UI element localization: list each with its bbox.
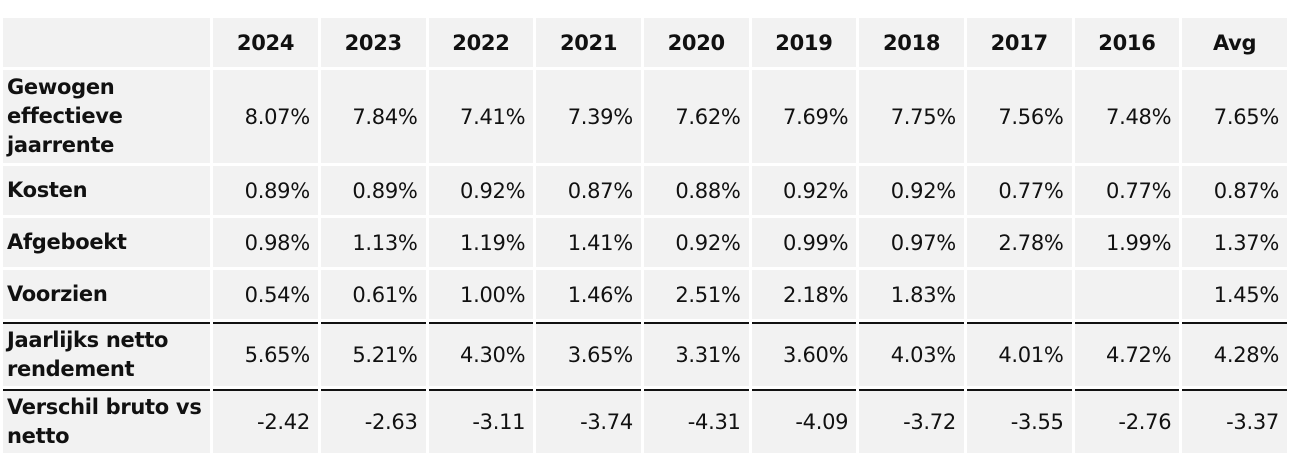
table-cell: -3.74	[536, 389, 641, 453]
table-row-net-return: Jaarlijks netto rendement 5.65% 5.21% 4.…	[3, 322, 1287, 386]
table-cell: 0.92%	[643, 218, 749, 267]
table-cell: 0.89%	[213, 166, 318, 215]
table-cell: 2.51%	[643, 270, 749, 319]
table-cell: 4.72%	[1074, 322, 1180, 386]
header-year-2020: 2020	[643, 18, 749, 67]
table-cell: 0.88%	[643, 166, 749, 215]
table-cell: 0.89%	[320, 166, 426, 215]
header-year-2017: 2017	[966, 18, 1072, 67]
table-cell: 0.98%	[213, 218, 318, 267]
table-cell: 2.18%	[751, 270, 857, 319]
table-cell-avg: 0.87%	[1182, 166, 1287, 215]
table-cell: 7.48%	[1074, 70, 1180, 163]
row-label: Jaarlijks netto rendement	[3, 322, 211, 386]
table-cell: 7.56%	[966, 70, 1072, 163]
table-cell: 5.65%	[213, 322, 318, 386]
table-cell: 7.69%	[751, 70, 857, 163]
returns-table-container: 2024 2023 2022 2021 2020 2019 2018 2017 …	[0, 15, 1290, 456]
row-label: Afgeboekt	[3, 218, 211, 267]
row-label: Verschil bruto vs netto	[3, 389, 211, 453]
table-cell: -3.11	[428, 389, 534, 453]
header-year-2024: 2024	[213, 18, 318, 67]
table-cell: 7.62%	[643, 70, 749, 163]
header-year-2021: 2021	[536, 18, 641, 67]
returns-table: 2024 2023 2022 2021 2020 2019 2018 2017 …	[0, 15, 1290, 456]
table-cell: -3.72	[859, 389, 964, 453]
table-cell: 0.87%	[536, 166, 641, 215]
table-cell: 7.75%	[859, 70, 964, 163]
header-year-2019: 2019	[751, 18, 857, 67]
table-cell: 1.46%	[536, 270, 641, 319]
table-cell: 0.92%	[428, 166, 534, 215]
header-avg: Avg	[1182, 18, 1287, 67]
table-row-gross-net-diff: Verschil bruto vs netto -2.42 -2.63 -3.1…	[3, 389, 1287, 453]
table-cell: -2.76	[1074, 389, 1180, 453]
header-row: 2024 2023 2022 2021 2020 2019 2018 2017 …	[3, 18, 1287, 67]
header-year-2022: 2022	[428, 18, 534, 67]
table-cell: 0.92%	[751, 166, 857, 215]
table-cell: 4.01%	[966, 322, 1072, 386]
table-cell-avg: 1.37%	[1182, 218, 1287, 267]
header-corner-cell	[3, 18, 211, 67]
table-cell-empty	[966, 270, 1072, 319]
table-row: Afgeboekt 0.98% 1.13% 1.19% 1.41% 0.92% …	[3, 218, 1287, 267]
table-cell: 1.19%	[428, 218, 534, 267]
table-cell: 0.77%	[1074, 166, 1180, 215]
table-cell-avg: 4.28%	[1182, 322, 1287, 386]
table-cell: 3.60%	[751, 322, 857, 386]
table-cell: -3.55	[966, 389, 1072, 453]
table-cell: 1.00%	[428, 270, 534, 319]
table-cell: 1.13%	[320, 218, 426, 267]
header-year-2018: 2018	[859, 18, 964, 67]
table-cell: -4.09	[751, 389, 857, 453]
table-cell-avg: 7.65%	[1182, 70, 1287, 163]
table-cell: 5.21%	[320, 322, 426, 386]
row-label: Voorzien	[3, 270, 211, 319]
table-cell: 4.03%	[859, 322, 964, 386]
table-cell: -2.63	[320, 389, 426, 453]
table-cell: 7.41%	[428, 70, 534, 163]
table-cell: 1.41%	[536, 218, 641, 267]
table-row: Voorzien 0.54% 0.61% 1.00% 1.46% 2.51% 2…	[3, 270, 1287, 319]
header-year-2016: 2016	[1074, 18, 1180, 67]
table-cell: -4.31	[643, 389, 749, 453]
table-cell: -2.42	[213, 389, 318, 453]
table-cell-empty	[1074, 270, 1180, 319]
table-cell: 4.30%	[428, 322, 534, 386]
header-year-2023: 2023	[320, 18, 426, 67]
table-cell: 7.84%	[320, 70, 426, 163]
table-cell: 7.39%	[536, 70, 641, 163]
table-row: Gewogen effectieve jaarrente 8.07% 7.84%…	[3, 70, 1287, 163]
table-cell: 0.92%	[859, 166, 964, 215]
table-row: Kosten 0.89% 0.89% 0.92% 0.87% 0.88% 0.9…	[3, 166, 1287, 215]
table-cell: 3.65%	[536, 322, 641, 386]
table-cell: 2.78%	[966, 218, 1072, 267]
row-label: Kosten	[3, 166, 211, 215]
table-cell: 0.97%	[859, 218, 964, 267]
table-cell: 0.99%	[751, 218, 857, 267]
table-cell: 8.07%	[213, 70, 318, 163]
table-cell: 1.99%	[1074, 218, 1180, 267]
table-cell-avg: -3.37	[1182, 389, 1287, 453]
table-cell: 1.83%	[859, 270, 964, 319]
table-cell-avg: 1.45%	[1182, 270, 1287, 319]
table-cell: 0.77%	[966, 166, 1072, 215]
row-label: Gewogen effectieve jaarrente	[3, 70, 211, 163]
table-cell: 0.54%	[213, 270, 318, 319]
table-cell: 3.31%	[643, 322, 749, 386]
table-cell: 0.61%	[320, 270, 426, 319]
